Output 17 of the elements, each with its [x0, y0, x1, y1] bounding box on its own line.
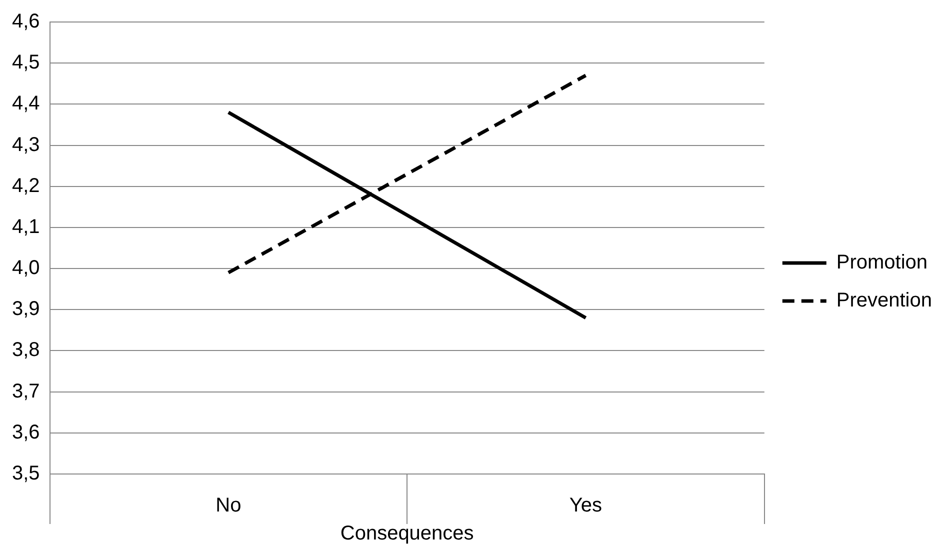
- y-tick-label: 4,1: [12, 216, 40, 238]
- x-tick-label: Yes: [569, 494, 602, 517]
- legend-label: Promotion: [836, 252, 928, 274]
- y-tick-label: 3,9: [12, 298, 40, 320]
- legend-label: Prevention: [836, 290, 932, 312]
- y-tick-label: 4,0: [12, 257, 40, 280]
- x-axis-title: Consequences: [340, 522, 474, 545]
- y-tick-label: 3,8: [12, 339, 40, 362]
- y-tick-label: 4,2: [12, 174, 40, 197]
- y-tick-label: 4,3: [12, 134, 40, 156]
- y-tick-label: 4,6: [12, 10, 40, 33]
- y-tick-label: 3,6: [12, 421, 40, 444]
- y-tick-label: 3,7: [12, 380, 40, 402]
- x-tick-label: No: [216, 494, 242, 517]
- y-tick-label: 3,5: [12, 462, 40, 485]
- y-tick-label: 4,4: [12, 92, 40, 115]
- y-tick-label: 4,5: [12, 52, 40, 74]
